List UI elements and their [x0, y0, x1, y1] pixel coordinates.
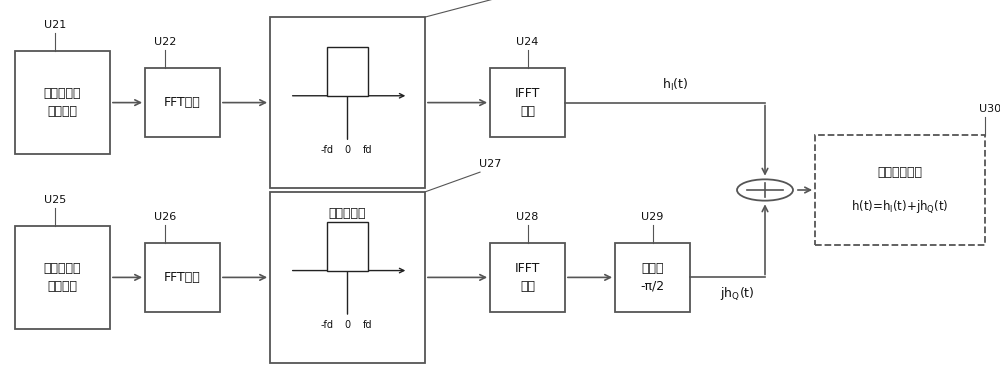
- Text: 平坦衰落信道: 平坦衰落信道: [878, 166, 922, 179]
- Bar: [15, 51, 110, 154]
- Text: U26: U26: [154, 212, 176, 222]
- Bar: [490, 243, 565, 312]
- Text: 0: 0: [344, 320, 351, 329]
- Bar: [15, 226, 110, 329]
- Circle shape: [737, 179, 793, 201]
- Text: U25: U25: [44, 195, 66, 205]
- Text: fd: fd: [363, 145, 372, 155]
- Text: IFFT
变换: IFFT 变换: [515, 262, 540, 293]
- Bar: [145, 68, 220, 137]
- Bar: [270, 17, 425, 188]
- Text: 平坦滤波器: 平坦滤波器: [329, 207, 366, 220]
- Text: U21: U21: [44, 21, 66, 30]
- Bar: [815, 135, 985, 245]
- Text: h$_\mathregular{I}$(t): h$_\mathregular{I}$(t): [662, 77, 688, 93]
- Text: FFT变换: FFT变换: [164, 271, 201, 284]
- Text: jh$_\mathregular{Q}$(t): jh$_\mathregular{Q}$(t): [720, 286, 755, 302]
- Bar: [490, 68, 565, 137]
- Bar: [327, 47, 368, 96]
- Text: h(t)=h$_\mathregular{I}$(t)+jh$_\mathregular{Q}$(t): h(t)=h$_\mathregular{I}$(t)+jh$_\mathreg…: [851, 199, 949, 215]
- Text: U22: U22: [154, 38, 176, 48]
- Text: -fd: -fd: [321, 145, 334, 155]
- Text: U28: U28: [516, 212, 539, 222]
- Text: FFT变换: FFT变换: [164, 96, 201, 109]
- Text: -fd: -fd: [321, 320, 334, 329]
- Text: 转向器
-π/2: 转向器 -π/2: [640, 262, 665, 293]
- Text: U27: U27: [479, 159, 501, 169]
- Bar: [327, 222, 368, 271]
- Text: 高斯白噪声
随机序列: 高斯白噪声 随机序列: [44, 87, 81, 118]
- Text: 0: 0: [344, 145, 351, 155]
- Bar: [615, 243, 690, 312]
- Bar: [270, 192, 425, 363]
- Text: IFFT
变换: IFFT 变换: [515, 87, 540, 118]
- Text: 高斯白噪声
随机序列: 高斯白噪声 随机序列: [44, 262, 81, 293]
- Text: U24: U24: [516, 38, 539, 48]
- Bar: [145, 243, 220, 312]
- Text: fd: fd: [363, 320, 372, 329]
- Text: U30: U30: [979, 104, 1000, 114]
- Text: U29: U29: [641, 212, 664, 222]
